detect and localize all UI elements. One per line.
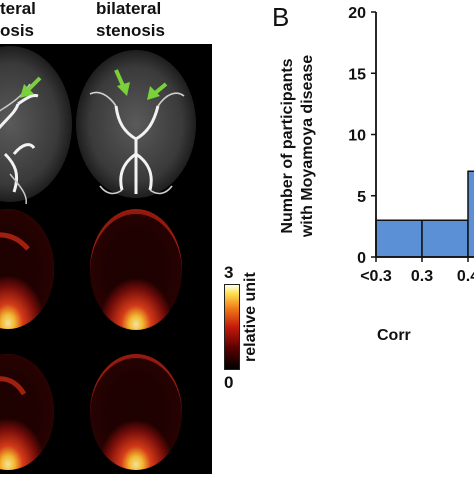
- perfusion-map-right-row2: [90, 209, 182, 330]
- green-arrow-icon: [114, 69, 130, 96]
- left-column-label-line2: osis: [0, 21, 35, 40]
- angiogram-right: [76, 50, 196, 198]
- colorbar: [224, 284, 240, 370]
- y-tick-label: 5: [357, 189, 366, 206]
- histogram-chart: Number of participants with Moyamoya dis…: [279, 5, 474, 344]
- colorbar-max-label: 3: [224, 263, 234, 282]
- histogram-bar: [467, 170, 474, 258]
- y-tick-label: 0: [357, 250, 366, 267]
- histogram-bar: [375, 219, 423, 258]
- y-tick-label: 20: [348, 5, 366, 22]
- right-column-label-line2: stenosis: [96, 21, 165, 40]
- x-tick-label: 0.4: [457, 268, 474, 285]
- green-arrow-icon: [147, 82, 168, 100]
- green-arrow-icon: [20, 76, 42, 98]
- x-axis-label: Corr: [377, 327, 411, 344]
- right-column-label-line1: bilateral: [96, 0, 162, 18]
- y-axis-label: Number of participants with Moyamoya dis…: [279, 55, 316, 238]
- colorbar-unit-label: relative unit: [242, 272, 259, 362]
- y-tick-label: 10: [348, 128, 366, 145]
- brain-scan-images: [0, 46, 196, 470]
- histogram-bar: [421, 219, 469, 258]
- left-column-label-line1: teral: [0, 0, 36, 18]
- perfusion-map-left-row2: [0, 209, 54, 329]
- colorbar-min-label: 0: [224, 373, 234, 392]
- panel-letter: B: [272, 2, 290, 32]
- y-axis-label-line2: with Moyamoya disease: [299, 55, 316, 238]
- y-tick-label: 15: [348, 66, 366, 83]
- x-tick-label: 0.3: [411, 268, 433, 285]
- perfusion-map-left-row3: [0, 354, 54, 470]
- x-tick-label: <0.3: [360, 268, 392, 285]
- perfusion-map-right-row3: [90, 354, 182, 470]
- angiogram-left: [0, 46, 72, 205]
- brain-scan-panel: [0, 44, 212, 474]
- y-axis-label-line1: Number of participants: [279, 58, 296, 233]
